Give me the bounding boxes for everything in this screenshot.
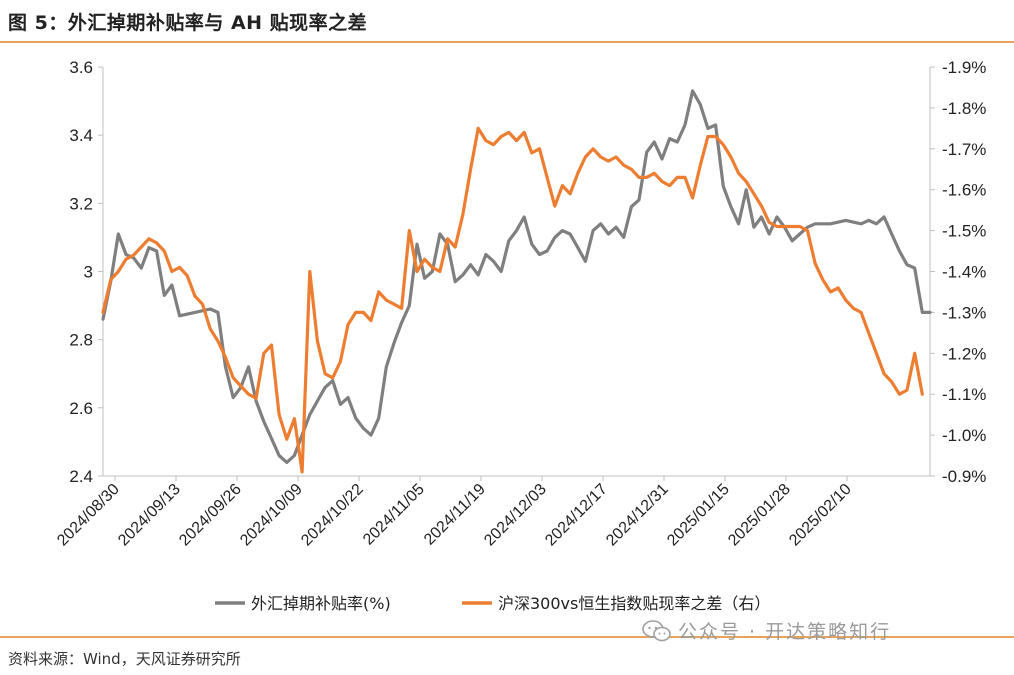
x-tick-label: 2025/02/10: [786, 481, 855, 550]
x-tick-label: 2024/10/09: [237, 481, 306, 550]
x-tick-label: 2024/12/03: [481, 481, 550, 550]
x-tick-label: 2024/08/30: [54, 481, 123, 550]
left-tick-label: 2.4: [69, 467, 93, 486]
x-tick-label: 2024/11/05: [360, 481, 428, 549]
wechat-icon: [642, 620, 671, 642]
x-tick-label: 2024/11/19: [421, 481, 489, 549]
series-line-ah-discount: [101, 126, 924, 474]
left-tick-label: 2.6: [69, 399, 93, 418]
axes: 2.4 2.6 2.8 3 3.2 3.4 3.6 -1.9% -1.8% -1.7% -1.6% -…: [54, 58, 986, 549]
right-tick-label: -1.8%: [942, 99, 986, 118]
chart-title: 图 5：外汇掉期补贴率与 AH 贴现率之差: [8, 12, 368, 34]
chart-area: 2.4 2.6 2.8 3 3.2 3.4 3.6 -1.9% -1.8% -1.7% -1.6% -…: [54, 58, 986, 613]
left-tick-label: 3.2: [69, 194, 93, 213]
right-tick-label: -1.6%: [942, 181, 986, 200]
x-tick-label: 2024/09/26: [176, 481, 245, 550]
x-tick-label: 2024/12/31: [603, 481, 672, 550]
watermark-text: 公众号 · 开达策略知行: [678, 621, 892, 643]
x-tick-label: 2024/10/22: [298, 481, 367, 550]
legend: 外汇掉期补贴率(%) 沪深300vs恒生指数贴现率之差（右）: [215, 594, 770, 613]
right-tick-label: -1.1%: [942, 385, 986, 404]
left-tick-label: 3: [84, 263, 93, 282]
right-tick-label: -1.5%: [942, 222, 986, 241]
watermark: 公众号 · 开达策略知行: [642, 617, 891, 644]
right-tick-label: -1.4%: [942, 263, 986, 282]
left-tick-label: 2.8: [69, 331, 93, 350]
series-lines: [101, 89, 932, 474]
right-tick-label: -1.7%: [942, 140, 986, 159]
right-tick-label: -1.9%: [942, 58, 986, 77]
x-tick-label: 2025/01/15: [664, 481, 733, 550]
right-tick-label: -1.0%: [942, 426, 986, 445]
left-tick-label: 3.6: [69, 58, 93, 77]
source-note: 资料来源：Wind，天风证券研究所: [8, 650, 241, 668]
legend-label: 外汇掉期补贴率(%): [251, 594, 391, 613]
x-tick-label: 2024/12/17: [542, 481, 611, 550]
series-line-fx-swap: [101, 89, 932, 464]
right-tick-label: -0.9%: [942, 467, 986, 486]
x-tick-label: 2024/09/13: [115, 481, 184, 550]
x-tick-label: 2025/01/28: [725, 481, 794, 550]
legend-label: 沪深300vs恒生指数贴现率之差（右）: [498, 594, 770, 613]
right-tick-label: -1.2%: [942, 344, 986, 363]
title-divider: [0, 41, 1014, 43]
left-tick-label: 3.4: [69, 126, 93, 145]
footer-divider: [0, 636, 1014, 638]
right-tick-label: -1.3%: [942, 303, 986, 322]
